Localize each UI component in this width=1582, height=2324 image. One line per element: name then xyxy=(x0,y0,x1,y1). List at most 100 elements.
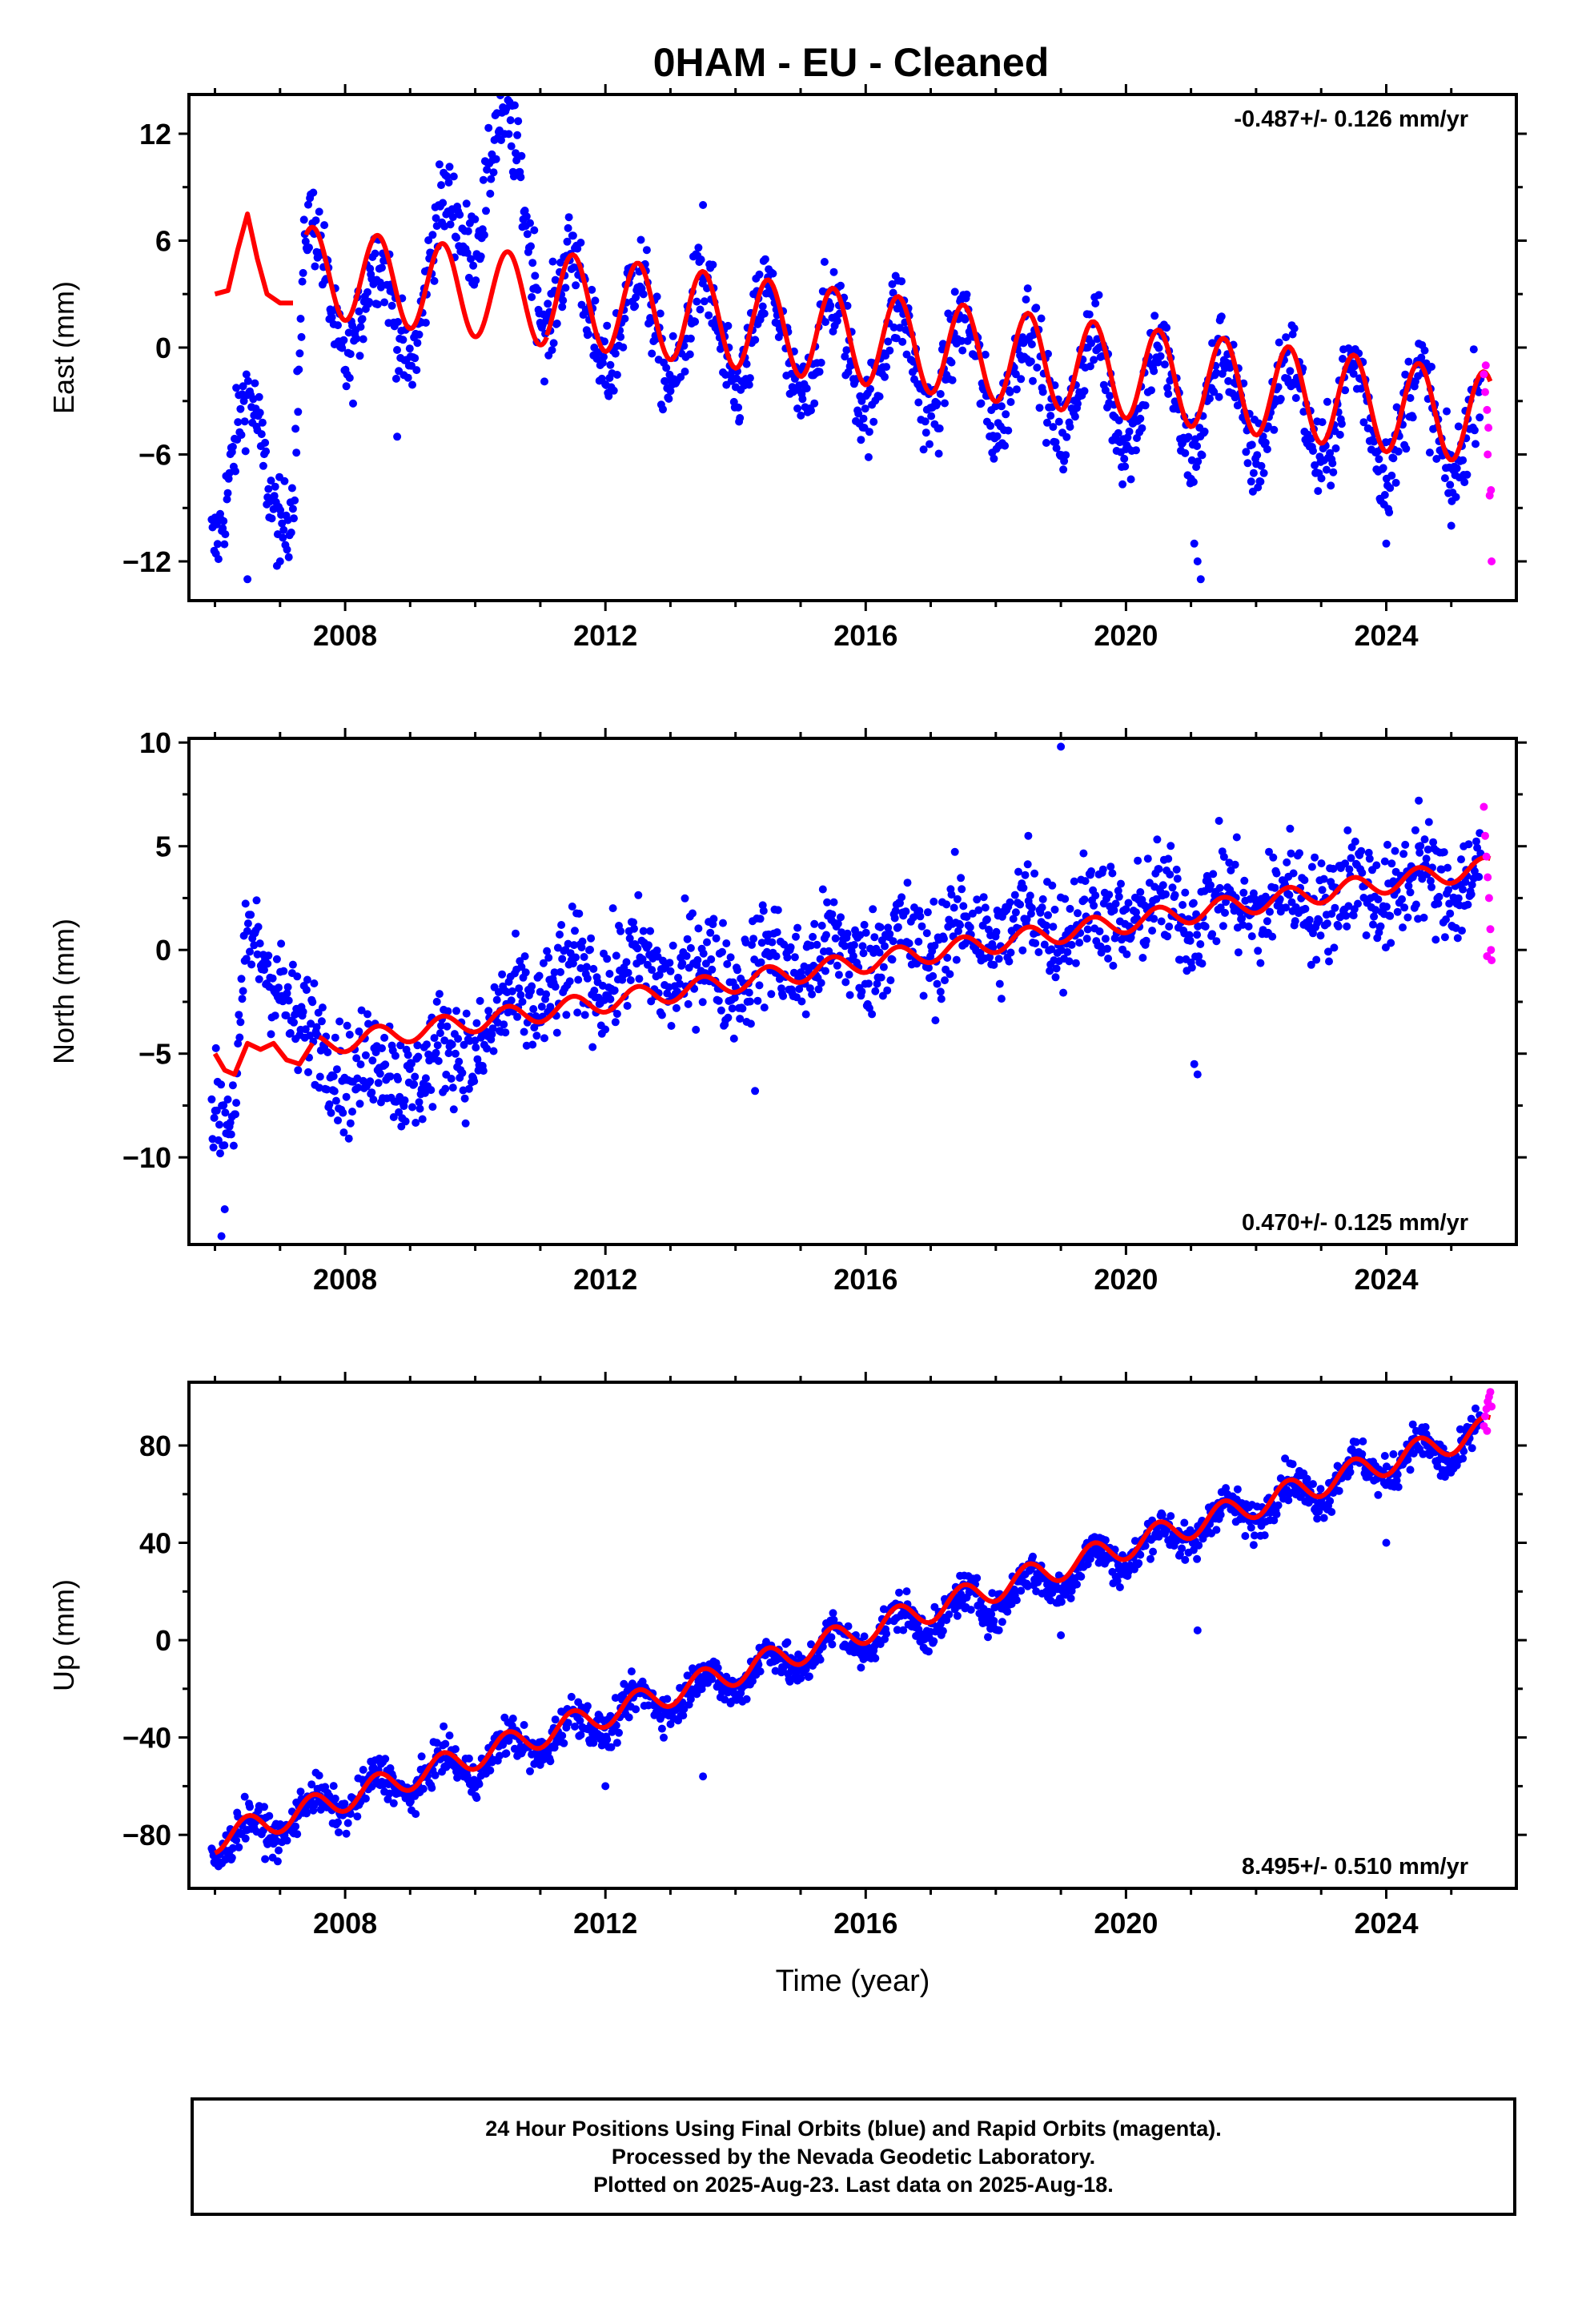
final-orbit-point xyxy=(1322,465,1331,474)
final-orbit-point xyxy=(1380,857,1389,866)
final-orbit-point xyxy=(935,424,944,432)
panel-frame xyxy=(187,737,1518,1246)
final-orbit-point xyxy=(1080,387,1089,396)
final-orbit-point xyxy=(858,942,867,951)
final-orbit-point xyxy=(458,1068,467,1077)
final-orbit-point xyxy=(1365,854,1374,863)
final-orbit-point xyxy=(768,938,777,947)
final-orbit-point xyxy=(560,1739,568,1747)
final-orbit-point xyxy=(882,1630,891,1638)
final-orbit-point xyxy=(1402,444,1411,453)
final-orbit-point xyxy=(533,285,542,294)
final-orbit-point xyxy=(1324,947,1332,956)
x-tick-label: 2008 xyxy=(313,619,377,652)
final-orbit-point xyxy=(537,1003,546,1011)
final-orbit-point xyxy=(464,227,472,235)
final-orbit-point xyxy=(844,1622,853,1630)
final-orbit-point xyxy=(241,1834,250,1843)
final-orbit-point xyxy=(869,905,877,914)
final-orbit-point xyxy=(674,973,682,982)
rapid-orbit-point xyxy=(1487,946,1496,955)
final-orbit-point xyxy=(552,320,561,328)
final-orbit-point xyxy=(572,281,580,290)
final-orbit-point xyxy=(1406,394,1415,402)
final-orbit-point xyxy=(1276,395,1285,403)
rate-annotation: 0.470+/- 0.125 mm/yr xyxy=(1242,1210,1468,1236)
final-orbit-point xyxy=(717,1006,725,1015)
final-orbit-point xyxy=(223,495,231,504)
final-orbit-point xyxy=(327,313,336,322)
footer-line-1: 24 Hour Positions Using Final Orbits (bl… xyxy=(485,2116,1222,2141)
final-orbit-point xyxy=(296,1787,305,1796)
final-orbit-point xyxy=(448,1084,457,1092)
final-orbit-point xyxy=(760,309,769,318)
final-orbit-point xyxy=(639,290,648,299)
footer-box: 24 Hour Positions Using Final Orbits (bl… xyxy=(191,2097,1516,2216)
final-orbit-point xyxy=(1289,869,1298,878)
final-orbit-point xyxy=(476,252,485,261)
final-orbit-point xyxy=(1417,353,1426,362)
final-orbit-point xyxy=(563,237,572,246)
final-orbit-point xyxy=(974,906,983,915)
final-orbit-point xyxy=(1050,905,1059,914)
final-orbit-point xyxy=(271,1011,279,1020)
final-orbit-point xyxy=(1427,363,1435,371)
final-orbit-point xyxy=(1014,867,1022,876)
final-orbit-point xyxy=(1172,865,1181,874)
final-orbit-point xyxy=(345,1031,354,1039)
final-orbit-point xyxy=(1193,442,1202,450)
final-orbit-point xyxy=(1037,314,1046,323)
final-orbit-point xyxy=(551,1715,560,1724)
final-orbit-point xyxy=(669,332,677,340)
final-orbit-point xyxy=(1066,423,1074,431)
final-orbit-point xyxy=(267,1030,275,1039)
final-orbit-point xyxy=(684,999,693,1008)
final-orbit-point xyxy=(1354,899,1362,908)
final-orbit-point xyxy=(588,285,596,294)
final-orbit-point xyxy=(1010,891,1019,899)
final-orbit-point xyxy=(950,903,958,912)
final-orbit-point xyxy=(1111,899,1120,908)
final-orbit-point xyxy=(679,1711,688,1720)
final-orbit-point xyxy=(410,1080,419,1088)
final-orbit-point xyxy=(973,1574,982,1582)
final-orbit-point xyxy=(463,248,472,257)
final-orbit-point xyxy=(699,949,708,958)
final-orbit-point xyxy=(657,1724,666,1733)
final-orbit-point xyxy=(994,1626,1003,1634)
final-orbit-point xyxy=(1215,883,1224,892)
final-orbit-point xyxy=(279,533,287,542)
final-orbit-point xyxy=(211,1043,220,1052)
final-orbit-point xyxy=(303,975,311,984)
final-orbit-point xyxy=(542,990,551,999)
final-orbit-point xyxy=(749,1677,757,1686)
final-orbit-point xyxy=(1426,877,1435,885)
final-orbit-point xyxy=(1086,362,1094,371)
final-orbit-point xyxy=(1331,903,1339,912)
final-orbit-point xyxy=(813,940,821,949)
final-orbit-point xyxy=(342,1092,351,1101)
final-orbit-outlier-point xyxy=(243,575,252,584)
final-orbit-point xyxy=(231,467,239,476)
final-orbit-point xyxy=(355,1027,363,1035)
final-orbit-point xyxy=(659,405,667,414)
final-orbit-point xyxy=(443,172,452,181)
final-orbit-point xyxy=(550,968,559,977)
final-orbit-point xyxy=(1434,899,1443,908)
final-orbit-point xyxy=(552,1028,561,1037)
final-orbit-point xyxy=(1201,923,1210,931)
final-orbit-point xyxy=(708,1675,717,1683)
final-orbit-point xyxy=(1163,384,1172,392)
final-orbit-point xyxy=(843,929,852,938)
final-orbit-point xyxy=(1345,865,1354,874)
final-orbit-point xyxy=(1253,451,1262,460)
final-orbit-point xyxy=(399,336,408,344)
final-orbit-point xyxy=(652,292,661,301)
final-orbit-point xyxy=(255,392,263,401)
x-tick-label: 2012 xyxy=(573,1907,637,1940)
final-orbit-point xyxy=(528,1040,537,1049)
final-orbit-point xyxy=(1329,468,1338,476)
final-orbit-point xyxy=(663,1695,672,1703)
final-orbit-point xyxy=(308,998,317,1007)
final-orbit-point xyxy=(881,372,889,381)
